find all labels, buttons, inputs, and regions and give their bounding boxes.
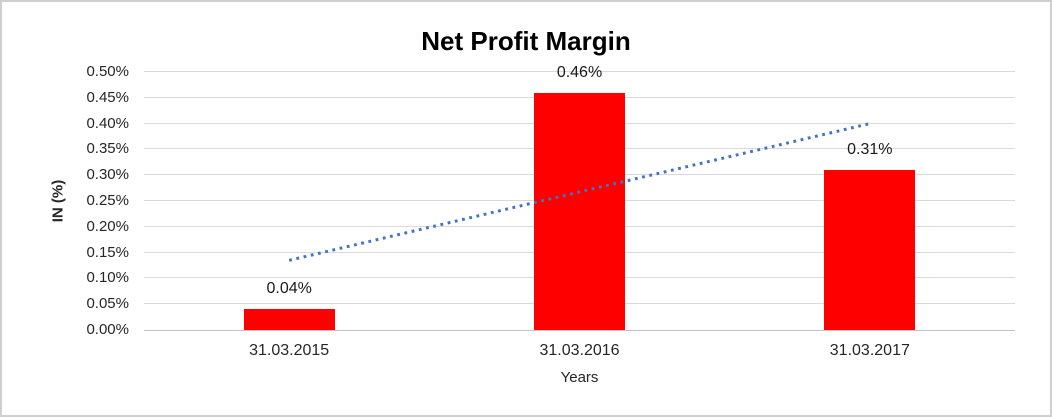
y-tick-label: 0.00% [86,321,129,338]
y-tick-label: 0.30% [86,166,129,184]
y-tick-label: 0.40% [86,114,129,132]
y-tick-label: 0.35% [86,140,129,158]
y-tick-label: 0.50% [86,63,129,80]
y-tick-label: 0.20% [86,217,129,235]
y-tick-label: 0.10% [86,269,129,287]
x-axis-line [144,330,1015,331]
y-tick-label: 0.15% [86,243,129,261]
trendline[interactable] [144,72,1015,330]
gridline [144,71,1015,72]
x-tick-label: 31.03.2015 [249,342,330,359]
chart-title[interactable]: Net Profit Margin [421,26,631,56]
bar-data-label: 0.04% [266,280,312,298]
x-tick-label: 31.03.2016 [539,342,620,359]
plot-area: 0.04% 0.46% 0.31% [144,64,1015,331]
bar-31.03.2017[interactable] [824,170,916,330]
x-tick-label: 31.03.2017 [829,342,910,359]
bar-31.03.2015[interactable] [243,309,335,330]
y-tick-label: 0.25% [86,192,129,209]
y-tick-label: 0.05% [86,295,129,313]
x-axis-title[interactable]: Years [560,369,599,386]
x-axis-tick-labels: 31.03.2015 31.03.2016 31.03.2017 [144,339,1015,361]
bar-31.03.2016[interactable] [534,92,625,330]
y-tick-label: 0.45% [86,88,129,106]
y-axis-tick-labels: 0.00% 0.05% 0.10% 0.15% 0.20% 0.25% 0.30% 0.35%… [2,63,129,338]
bar-data-label: 0.46% [556,63,603,81]
trendline-path[interactable] [288,122,871,262]
bar-data-label: 0.31% [847,141,893,159]
